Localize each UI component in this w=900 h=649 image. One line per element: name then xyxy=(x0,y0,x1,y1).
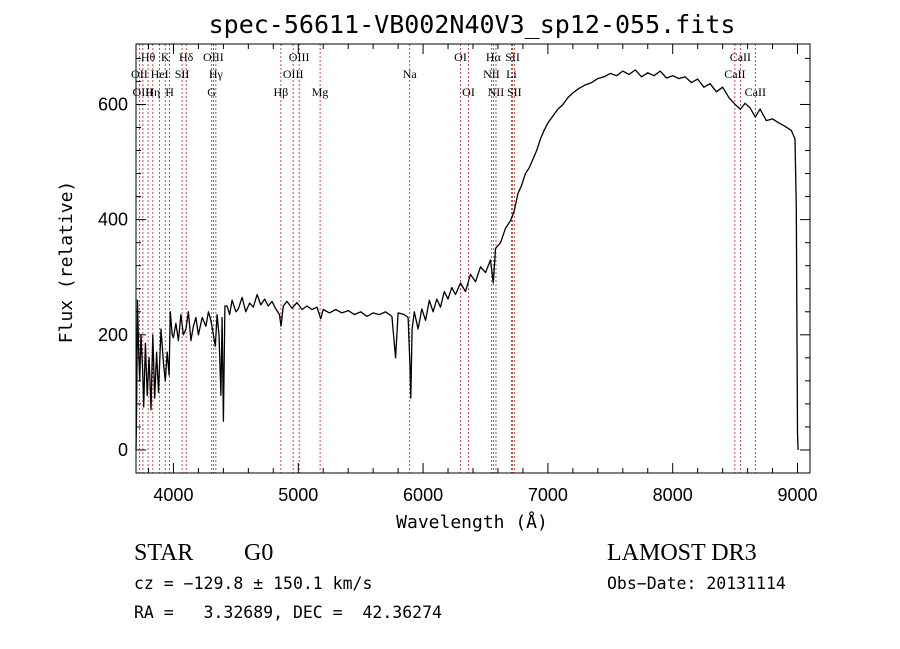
spectral-line-label: G xyxy=(207,85,216,99)
y-tick-label: 200 xyxy=(98,325,128,345)
x-tick-label: 9000 xyxy=(777,485,817,505)
y-tick-label: 0 xyxy=(118,440,128,460)
spectral-line-label: H xyxy=(165,85,174,99)
y-tick-label: 400 xyxy=(98,210,128,230)
spectral-line-label: SII xyxy=(507,85,522,99)
x-tick-label: 5000 xyxy=(278,485,318,505)
spectral-line-label: CaII xyxy=(730,50,751,64)
spectral-line-label: OI xyxy=(454,50,467,64)
spectral-line-label: CaII xyxy=(724,67,745,81)
spectral-line-label: OIII xyxy=(289,50,310,64)
y-tick-label: 600 xyxy=(98,94,128,114)
spectral-line-markers xyxy=(138,44,756,473)
coordinates-line: RA = 3.32689, DEC = 42.36274 xyxy=(134,603,442,622)
spectral-line-label: Hθ xyxy=(141,50,156,64)
spectral-line-label: OI xyxy=(462,85,475,99)
spectral-line-label: Li xyxy=(506,67,517,81)
object-subclass: G0 xyxy=(244,540,274,566)
spectrum-line xyxy=(135,69,799,451)
x-tick-label: 4000 xyxy=(153,485,193,505)
spectral-line-label: NII xyxy=(488,85,505,99)
obs-date: Obs−Date: 20131114 xyxy=(607,574,786,593)
axis-ticks: 4000 5000 6000 7000 8000 9000 0 200 400 600 xyxy=(98,44,818,505)
spectral-line-label: OIII xyxy=(133,85,154,99)
x-tick-label: 8000 xyxy=(653,485,693,505)
spectral-line-label: HeI xyxy=(151,67,169,81)
spectral-line-label: OIII xyxy=(283,67,304,81)
spectral-line-label: Hγ xyxy=(209,67,224,81)
spectral-line-label: OIII xyxy=(203,50,224,64)
spectral-line-label: SII xyxy=(505,50,520,64)
spectral-line-label: Na xyxy=(403,67,418,81)
chart-title: spec-56611-VB002N40V3_sp12-055.fits xyxy=(209,10,736,39)
object-class: STAR xyxy=(134,540,194,566)
plot-frame xyxy=(135,43,811,474)
spectral-line-label: OII xyxy=(131,67,148,81)
spectral-line-label: Hβ xyxy=(274,85,289,99)
spectral-line-label: Hη xyxy=(145,85,160,99)
spectral-line-label: Mg xyxy=(312,85,329,99)
x-tick-label: 7000 xyxy=(528,485,568,505)
x-tick-label: 6000 xyxy=(403,485,443,505)
spectral-line-label: CaII xyxy=(745,85,766,99)
x-axis-label: Wavelength (Å) xyxy=(396,511,548,533)
spectral-line-label: Hα xyxy=(486,50,502,64)
spectral-line-label: Hδ xyxy=(179,50,194,64)
y-axis-label: Flux (relative) xyxy=(56,181,77,344)
redshift-line: cz = −129.8 ± 150.1 km/s xyxy=(134,574,373,593)
spectral-line-label: K xyxy=(161,50,170,64)
survey-name: LAMOST DR3 xyxy=(607,540,757,566)
spectral-line-label: NII xyxy=(483,67,500,81)
spectral-line-label: SII xyxy=(175,67,190,81)
